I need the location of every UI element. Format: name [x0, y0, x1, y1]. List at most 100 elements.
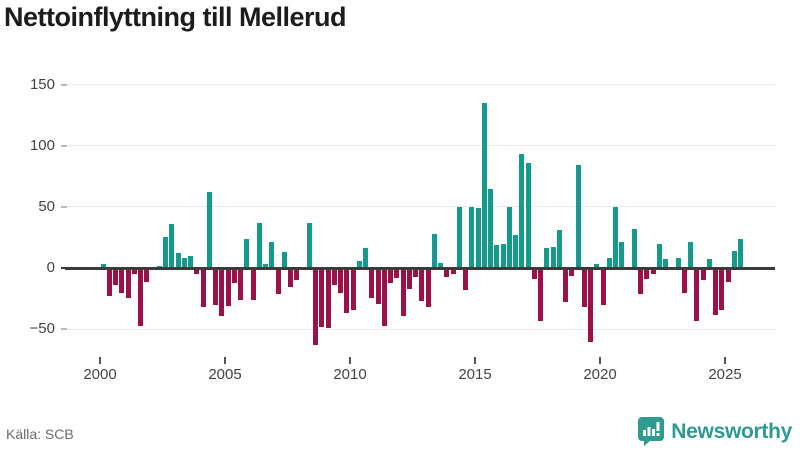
x-axis-label: 2000 — [83, 366, 117, 383]
bar-2024-Q4 — [719, 269, 725, 310]
bar-2019-Q2 — [581, 269, 587, 308]
bar-2004-Q3 — [213, 269, 218, 305]
bar-2004-Q4 — [219, 269, 225, 316]
bar-2015-Q2 — [481, 103, 487, 268]
x-axis-label: 2025 — [708, 366, 742, 383]
bar-2003-Q2 — [181, 258, 187, 268]
bar-2020-Q3 — [613, 206, 618, 268]
bar-2020-Q4 — [619, 242, 625, 268]
bar-2005-Q2 — [231, 269, 237, 283]
bar-2001-Q4 — [144, 269, 150, 282]
bar-2002-Q4 — [169, 224, 175, 268]
gridline-50 — [65, 206, 775, 208]
bar-2010-Q1 — [350, 269, 356, 310]
x-tick-2020 — [599, 357, 601, 364]
x-tick-2005 — [224, 357, 226, 364]
y-axis-label: 0 — [46, 259, 55, 276]
x-axis-label: 2020 — [583, 366, 617, 383]
bar-2021-Q2 — [631, 228, 637, 268]
y-axis-label: 50 — [38, 197, 55, 215]
bar-2015-Q1 — [475, 208, 481, 268]
bar-2022-Q3 — [663, 259, 668, 268]
bar-2020-Q2 — [606, 258, 612, 268]
bar-2005-Q1 — [225, 269, 231, 307]
bar-2024-Q2 — [706, 259, 712, 268]
bar-2019-Q3 — [588, 269, 593, 342]
bar-2011-Q2 — [381, 269, 387, 326]
chart-title: Nettoinflyttning till Mellerud — [4, 2, 346, 32]
bar-2009-Q4 — [344, 269, 350, 314]
bar-2024-Q1 — [700, 269, 706, 281]
bar-2025-Q2 — [731, 250, 737, 268]
bar-2023-Q4 — [694, 269, 700, 321]
bar-2004-Q2 — [206, 192, 212, 268]
x-axis-label: 2010 — [333, 366, 367, 383]
zero-axis-line — [65, 267, 775, 270]
bar-2011-Q1 — [375, 269, 381, 304]
bar-2018-Q2 — [556, 230, 562, 268]
bar-2014-Q4 — [469, 206, 475, 268]
bar-2016-Q3 — [513, 235, 518, 268]
bar-2012-Q1 — [400, 269, 406, 316]
bar-2012-Q4 — [419, 269, 425, 302]
bar-2012-Q2 — [406, 269, 412, 290]
bar-2007-Q2 — [281, 252, 287, 268]
bar-2016-Q2 — [506, 206, 512, 268]
bar-2015-Q3 — [488, 188, 493, 268]
bar-2000-Q2 — [106, 269, 112, 297]
bar-2006-Q2 — [256, 222, 262, 268]
bar-2003-Q1 — [175, 253, 181, 268]
bar-2011-Q3 — [388, 269, 393, 283]
bar-2008-Q3 — [313, 269, 318, 346]
bar-2002-Q2 — [156, 265, 162, 268]
bar-2009-Q1 — [325, 269, 331, 329]
y-axis-label: 150 — [29, 75, 55, 93]
bar-2021-Q4 — [644, 269, 650, 280]
bar-2007-Q4 — [294, 269, 300, 281]
bar-2006-Q3 — [263, 264, 268, 268]
y-tick-0 — [61, 267, 67, 269]
bar-2019-Q1 — [575, 165, 581, 268]
bar-2013-Q2 — [431, 233, 437, 268]
y-axis-label: 100 — [29, 136, 55, 154]
bar-2006-Q1 — [250, 269, 256, 301]
bar-2004-Q1 — [200, 269, 206, 308]
bar-2009-Q2 — [331, 269, 337, 286]
y-tick-100 — [61, 144, 67, 147]
bar-2025-Q1 — [725, 269, 731, 282]
bar-2012-Q3 — [413, 269, 418, 277]
bar-2008-Q2 — [306, 222, 312, 268]
bar-2007-Q3 — [288, 269, 293, 287]
bar-2016-Q4 — [519, 154, 525, 268]
bar-2023-Q3 — [688, 242, 693, 268]
bar-2019-Q4 — [594, 264, 600, 268]
bar-2000-Q3 — [113, 269, 118, 286]
bar-2005-Q3 — [238, 269, 243, 301]
bar-2014-Q1 — [450, 269, 456, 275]
bar-2014-Q2 — [456, 206, 462, 268]
bar-2007-Q1 — [275, 269, 281, 294]
bar-2020-Q1 — [600, 269, 606, 305]
x-axis-label: 2005 — [208, 366, 242, 383]
bar-2013-Q3 — [438, 263, 443, 268]
bar-2015-Q4 — [494, 244, 500, 268]
brand-name: Newsworthy — [671, 419, 792, 443]
source-label: Källa: SCB — [6, 426, 74, 442]
bar-2005-Q4 — [244, 238, 250, 268]
x-tick-2015 — [474, 357, 476, 364]
bar-2011-Q4 — [394, 269, 400, 279]
bar-chart-bubble-icon — [638, 417, 665, 446]
bar-2017-Q1 — [525, 162, 531, 268]
bar-2010-Q4 — [369, 269, 375, 298]
bar-2018-Q1 — [550, 247, 556, 268]
bar-2001-Q2 — [131, 269, 137, 275]
bar-2014-Q3 — [463, 269, 468, 291]
bar-2013-Q4 — [444, 269, 450, 277]
bar-2023-Q1 — [675, 258, 681, 268]
brand-logo: Newsworthy — [638, 417, 792, 446]
bar-2023-Q2 — [681, 269, 687, 293]
bar-2009-Q3 — [338, 269, 343, 293]
bar-2002-Q3 — [163, 237, 168, 268]
gridline-150 — [65, 84, 775, 86]
